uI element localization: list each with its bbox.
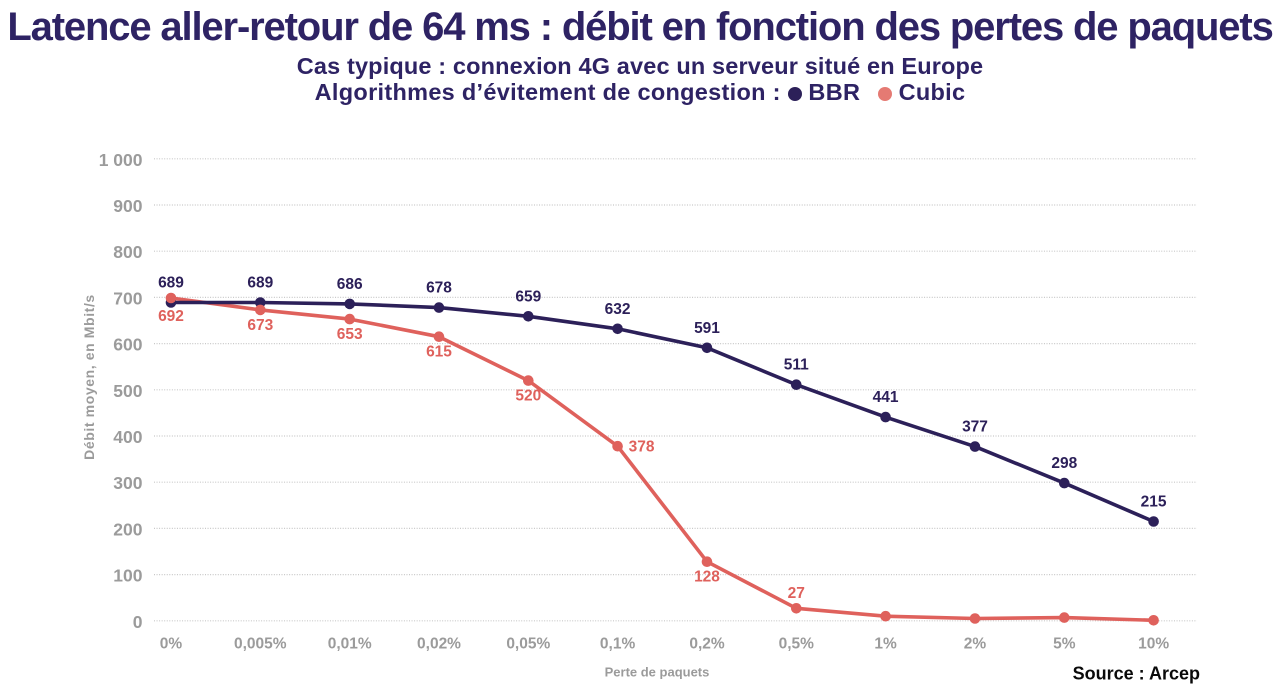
svg-text:678: 678: [426, 280, 452, 297]
svg-text:1 000: 1 000: [99, 150, 143, 170]
svg-text:215: 215: [1141, 494, 1167, 511]
svg-text:0,1%: 0,1%: [600, 636, 636, 653]
svg-text:Perte de paquets: Perte de paquets: [605, 665, 710, 680]
svg-text:0: 0: [133, 612, 143, 632]
svg-text:500: 500: [113, 381, 142, 401]
svg-text:378: 378: [629, 439, 655, 456]
svg-text:0,2%: 0,2%: [689, 636, 725, 653]
svg-text:689: 689: [247, 275, 273, 292]
svg-text:511: 511: [784, 357, 809, 374]
svg-text:300: 300: [113, 473, 142, 493]
svg-text:128: 128: [694, 569, 720, 586]
svg-text:Débit moyen, en Mbit/s: Débit moyen, en Mbit/s: [81, 294, 97, 460]
svg-text:689: 689: [158, 275, 184, 292]
svg-text:0,05%: 0,05%: [506, 636, 550, 653]
svg-text:632: 632: [605, 301, 631, 318]
svg-text:10%: 10%: [1138, 636, 1169, 653]
svg-text:200: 200: [113, 519, 142, 539]
svg-text:0,02%: 0,02%: [417, 636, 461, 653]
svg-text:800: 800: [113, 242, 142, 262]
svg-text:686: 686: [337, 276, 363, 293]
svg-text:591: 591: [694, 320, 720, 337]
svg-text:2%: 2%: [964, 636, 987, 653]
svg-text:1%: 1%: [874, 636, 897, 653]
svg-text:5%: 5%: [1053, 636, 1076, 653]
svg-text:659: 659: [515, 288, 541, 305]
svg-text:0,01%: 0,01%: [328, 636, 372, 653]
svg-text:Source : Arcep: Source : Arcep: [1073, 664, 1200, 684]
svg-text:400: 400: [113, 427, 142, 447]
svg-text:298: 298: [1051, 455, 1077, 472]
svg-text:673: 673: [247, 317, 273, 334]
svg-text:377: 377: [962, 419, 988, 436]
svg-text:0,005%: 0,005%: [234, 636, 287, 653]
svg-text:653: 653: [337, 326, 363, 343]
svg-text:100: 100: [113, 566, 142, 586]
svg-text:600: 600: [113, 335, 142, 355]
svg-text:615: 615: [426, 344, 452, 361]
svg-text:441: 441: [873, 389, 899, 406]
svg-text:0,5%: 0,5%: [779, 636, 815, 653]
svg-text:700: 700: [113, 288, 142, 308]
svg-text:520: 520: [515, 388, 541, 405]
svg-text:27: 27: [788, 585, 805, 602]
svg-text:692: 692: [158, 308, 184, 325]
svg-text:900: 900: [113, 196, 142, 216]
svg-text:0%: 0%: [160, 636, 183, 653]
